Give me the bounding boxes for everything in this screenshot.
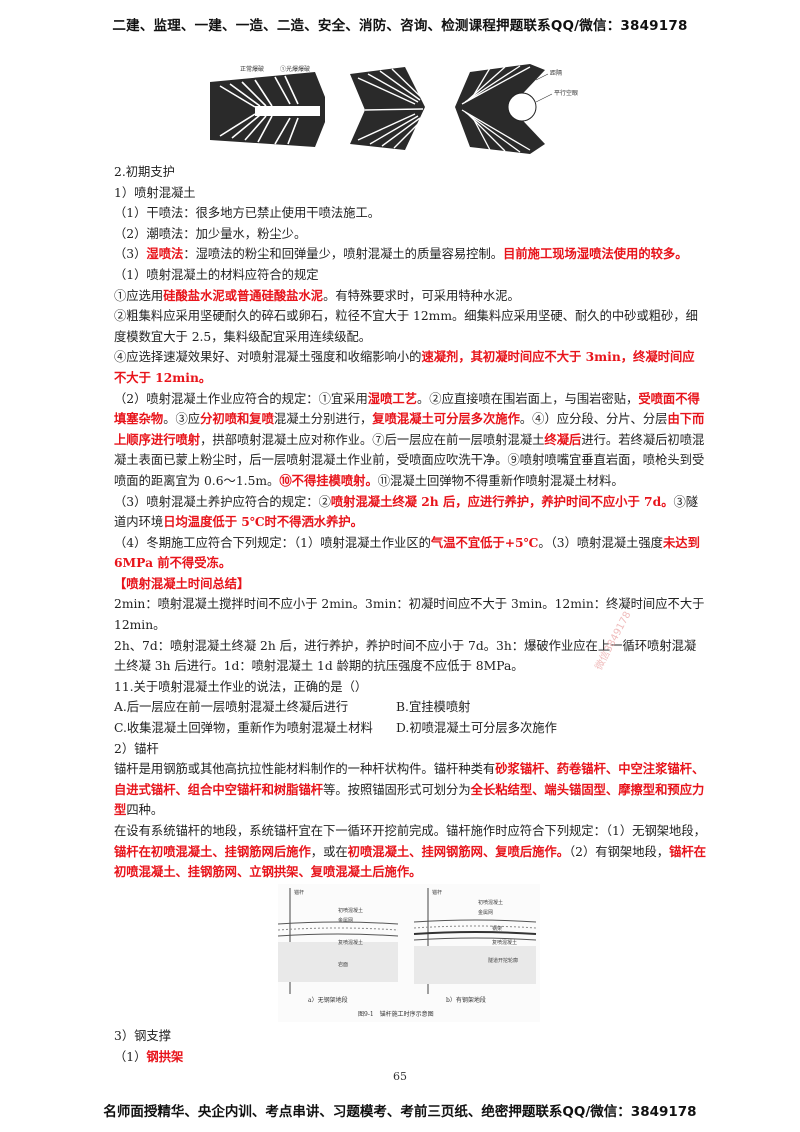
option-b: B.宜挂模喷射 bbox=[396, 700, 471, 715]
options-row: C.收集混凝土回弹物，重新作为喷射混凝土材料 D.初喷混凝土可分层多次施作 bbox=[114, 718, 706, 739]
fig-label: 岩面 bbox=[338, 961, 348, 968]
page-header: 二建、监理、一建、一造、二造、安全、消防、咨询、检测课程押题联系QQ/微信：38… bbox=[112, 18, 688, 34]
fig-caption-a: a）无钢架地段 bbox=[308, 996, 348, 1004]
text-paragraph: （3）喷射混凝土养护应符合的规定：②喷射混凝土终凝 2h 后，应进行养护，养护时… bbox=[114, 493, 699, 530]
question: 11.关于喷射混凝土作业的说法，正确的是（） bbox=[114, 679, 368, 694]
fig-caption-b: b）有钢架地段 bbox=[446, 996, 486, 1004]
text-line: （1）钢拱架 bbox=[114, 1048, 184, 1064]
blast-figure-left: 正常爆破 ①光爆爆破 bbox=[210, 65, 325, 147]
fig-caption: 图9-1 锚杆施工时序示意图 bbox=[358, 1010, 434, 1018]
text-paragraph: 锚杆是用钢筋或其他高抗拉性能材料制作的一种杆状构件。锚杆种类有砂浆锚杆、药卷锚杆… bbox=[114, 761, 705, 818]
fig-label: 锚杆 bbox=[432, 889, 442, 896]
text-paragraph: （2）喷射混凝土作业应符合的规定：①宜采用湿喷工艺。②应直接喷在围岩面上，与围岩… bbox=[114, 390, 705, 488]
page-number: 65 bbox=[393, 1070, 407, 1083]
fig-label: 金属网 bbox=[338, 917, 353, 924]
section-title: 2.初期支护 bbox=[114, 165, 175, 179]
fig-label: 钢架 bbox=[492, 925, 502, 932]
subsection-title: 3）钢支撑 bbox=[114, 1029, 172, 1043]
anchor-figure-a: 锚杆 初喷混凝土 金属网 复喷混凝土 岩面 a）无钢架地段 bbox=[278, 888, 399, 1004]
main-content: 2.初期支护 1）喷射混凝土 （1）干喷法：很多地方已禁止使用干喷法施工。 （2… bbox=[114, 162, 706, 883]
blast-label-2: ①光爆爆破 bbox=[280, 65, 310, 73]
text-line: ④应选择速凝效果好、对喷射混凝土强度和收缩影响小的速凝剂，其初凝时间应不大于 3… bbox=[114, 349, 695, 385]
fig-label: 初喷混凝土 bbox=[478, 899, 503, 906]
option-d: D.初喷混凝土可分层多次施作 bbox=[396, 721, 557, 736]
fig-label: 初喷混凝土 bbox=[338, 907, 363, 914]
blast-label-3: 距隔 bbox=[550, 69, 562, 77]
text-paragraph: （4）冬期施工应符合下列规定：（1）喷射混凝土作业区的气温不宜低于+5℃。（3）… bbox=[114, 534, 700, 571]
text-paragraph: 2h、7d：喷射混凝土终凝 2h 后，进行养护，养护时间不应小于 7d。3h：爆… bbox=[114, 638, 697, 674]
text-line: ②粗集料应采用坚硬耐久的碎石或卵石，粒径不宜大于 12mm。细集料应采用坚硬、耐… bbox=[114, 309, 698, 344]
text-line: ①应选用硅酸盐水泥或普通硅酸盐水泥。有特殊要求时，可采用特种水泥。 bbox=[114, 287, 520, 303]
text-paragraph: 2min：喷射混凝土搅拌时间不应小于 2min。3min：初凝时间应不大于 3m… bbox=[114, 597, 705, 633]
anchor-figure-b: 锚杆 初喷混凝土 金属网 钢架 复喷混凝土 隧道开挖轮廓 b）有钢架地段 bbox=[413, 888, 537, 1004]
text-line: （3）湿喷法：湿喷法的粉尘和回弹量少，喷射混凝土的质量容易控制。目前施工现场湿喷… bbox=[114, 246, 688, 262]
blast-figure-mid bbox=[350, 67, 425, 150]
text-line: （1）喷射混凝土的材料应符合的规定 bbox=[114, 267, 319, 282]
page-footer: 名师面授精华、央企内训、考点串讲、习题模考、考前三页纸、绝密押题联系QQ/微信：… bbox=[103, 1104, 697, 1120]
blasting-diagram: 正常爆破 ①光爆爆破 距隔 平行空眼 bbox=[210, 64, 578, 154]
option-a: A.后一层应在前一层喷射混凝土终凝后进行 bbox=[114, 700, 349, 715]
text-line: （2）潮喷法：加少量水，粉尘少。 bbox=[114, 226, 307, 241]
fig-label: 锚杆 bbox=[294, 889, 304, 896]
fig-label: 隧道开挖轮廓 bbox=[488, 957, 518, 964]
text-paragraph: 在设有系统锚杆的地段，系统锚杆宜在下一循环开挖前完成。锚杆施作时应符合下列规定：… bbox=[114, 824, 706, 880]
fig-label: 复喷混凝土 bbox=[338, 939, 363, 946]
text-line: （1）干喷法：很多地方已禁止使用干喷法施工。 bbox=[114, 206, 381, 221]
fig-label: 复喷混凝土 bbox=[492, 939, 517, 946]
blast-label-4: 平行空眼 bbox=[554, 89, 578, 97]
subsection-title: 1）喷射混凝土 bbox=[114, 185, 196, 200]
option-c: C.收集混凝土回弹物，重新作为喷射混凝土材料 bbox=[114, 721, 373, 736]
anchor-bolt-diagram: 锚杆 初喷混凝土 金属网 复喷混凝土 岩面 a）无钢架地段 锚杆 初喷混凝土 金… bbox=[278, 884, 540, 1022]
summary-title: 【喷射混凝土时间总结】 bbox=[114, 575, 250, 591]
blast-label-1: 正常爆破 bbox=[240, 65, 264, 73]
options-row: A.后一层应在前一层喷射混凝土终凝后进行 B.宜挂模喷射 bbox=[114, 697, 706, 718]
subsection-title: 2）锚杆 bbox=[114, 741, 159, 756]
fig-label: 金属网 bbox=[478, 909, 493, 916]
blast-figure-right: 距隔 平行空眼 bbox=[455, 64, 578, 154]
bottom-content: 3）钢支撑 （1）钢拱架 bbox=[114, 1026, 706, 1067]
